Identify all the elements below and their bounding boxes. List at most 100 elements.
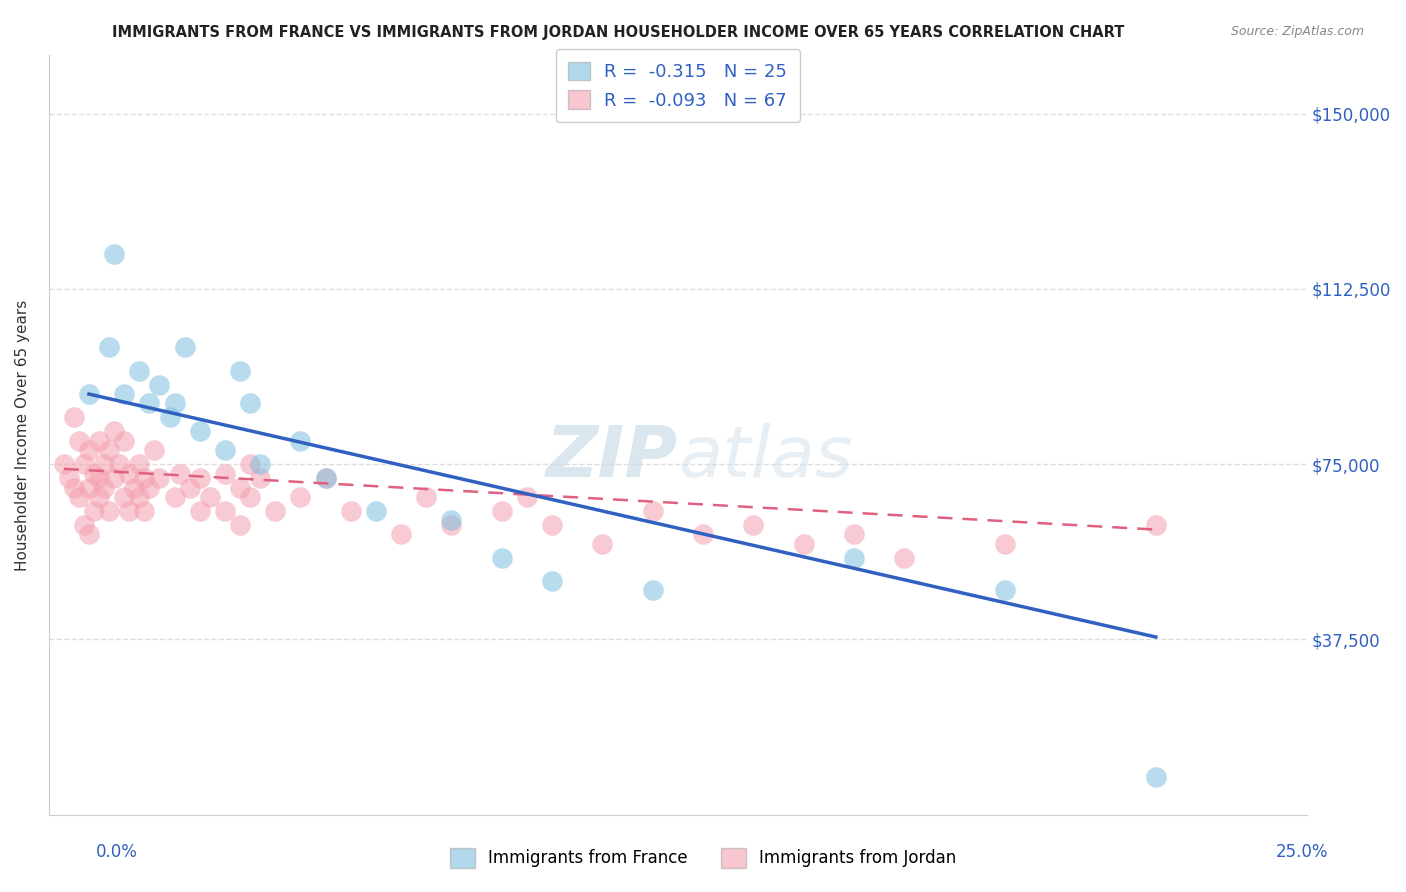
Point [249, 471, 271, 485]
Point [93, 481, 115, 495]
Point [641, 504, 664, 518]
Point [108, 457, 131, 471]
Point [93, 457, 115, 471]
Point [138, 396, 160, 410]
Text: atlas: atlas [678, 423, 852, 492]
Point [134, 471, 156, 485]
Point [118, 504, 141, 518]
Point [290, 434, 312, 448]
Point [415, 490, 437, 504]
Point [52, 457, 75, 471]
Point [793, 536, 815, 550]
Point [1144, 770, 1167, 784]
Point [214, 467, 236, 481]
Point [214, 504, 236, 518]
Point [77, 527, 100, 541]
Point [994, 583, 1017, 598]
Point [440, 517, 463, 532]
Point [124, 481, 146, 495]
Point [1144, 517, 1167, 532]
Point [103, 471, 125, 485]
Text: Source: ZipAtlas.com: Source: ZipAtlas.com [1230, 25, 1364, 38]
Point [148, 377, 170, 392]
Point [63, 410, 86, 425]
Point [103, 425, 125, 439]
Point [692, 527, 714, 541]
Point [112, 434, 135, 448]
Y-axis label: Householder Income Over 65 years: Householder Income Over 65 years [15, 300, 30, 571]
Point [159, 410, 181, 425]
Point [994, 536, 1017, 550]
Point [163, 490, 186, 504]
Point [63, 481, 86, 495]
Point [188, 471, 211, 485]
Point [143, 443, 166, 458]
Point [541, 517, 564, 532]
Point [77, 443, 100, 458]
Point [179, 481, 201, 495]
Point [229, 481, 252, 495]
Point [173, 340, 195, 354]
Point [98, 504, 121, 518]
Point [541, 574, 564, 588]
Point [742, 517, 765, 532]
Point [516, 490, 538, 504]
Point [339, 504, 361, 518]
Text: 25.0%: 25.0% [1277, 843, 1329, 861]
Text: IMMIGRANTS FROM FRANCE VS IMMIGRANTS FROM JORDAN HOUSEHOLDER INCOME OVER 65 YEAR: IMMIGRANTS FROM FRANCE VS IMMIGRANTS FRO… [112, 25, 1125, 40]
Point [77, 481, 100, 495]
Point [315, 471, 337, 485]
Point [169, 467, 191, 481]
Point [198, 490, 221, 504]
Point [112, 490, 135, 504]
Point [67, 490, 90, 504]
Point [87, 490, 110, 504]
Point [128, 457, 150, 471]
Point [83, 504, 105, 518]
Point [364, 504, 387, 518]
Point [491, 550, 513, 565]
Point [229, 364, 252, 378]
Point [77, 387, 100, 401]
Point [591, 536, 613, 550]
Point [641, 583, 664, 598]
Point [83, 467, 105, 481]
Text: 0.0%: 0.0% [96, 843, 138, 861]
Point [73, 457, 96, 471]
Point [103, 247, 125, 261]
Point [134, 504, 156, 518]
Point [214, 443, 236, 458]
Point [87, 471, 110, 485]
Point [440, 513, 463, 527]
Point [264, 504, 287, 518]
Point [112, 387, 135, 401]
Point [389, 527, 412, 541]
Point [491, 504, 513, 518]
Point [163, 396, 186, 410]
Point [118, 467, 141, 481]
Point [842, 550, 865, 565]
Point [188, 425, 211, 439]
Point [73, 517, 96, 532]
Point [67, 434, 90, 448]
Point [229, 517, 252, 532]
Point [188, 504, 211, 518]
Point [249, 457, 271, 471]
Point [128, 364, 150, 378]
Legend: R =  -0.315   N = 25, R =  -0.093   N = 67: R = -0.315 N = 25, R = -0.093 N = 67 [555, 49, 800, 122]
Point [128, 490, 150, 504]
Legend: Immigrants from France, Immigrants from Jordan: Immigrants from France, Immigrants from … [443, 841, 963, 875]
Text: ZIP: ZIP [546, 423, 678, 492]
Point [239, 490, 262, 504]
Point [87, 434, 110, 448]
Point [239, 457, 262, 471]
Point [58, 471, 80, 485]
Point [98, 443, 121, 458]
Point [842, 527, 865, 541]
Point [98, 340, 121, 354]
Point [239, 396, 262, 410]
Point [290, 490, 312, 504]
Point [315, 471, 337, 485]
Point [893, 550, 915, 565]
Point [138, 481, 160, 495]
